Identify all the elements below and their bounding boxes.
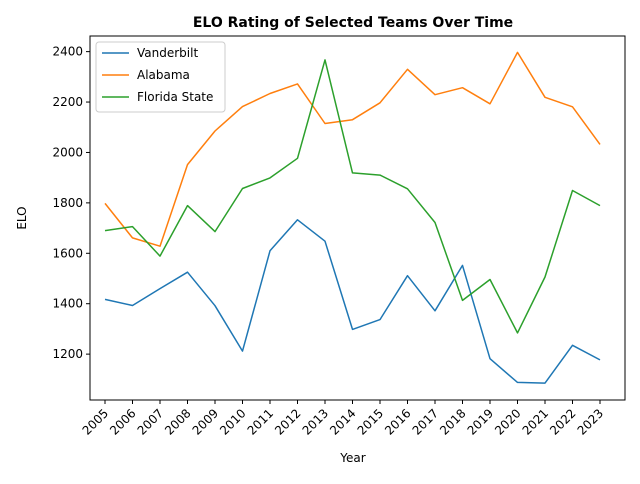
x-tick-label: 2014: [327, 406, 358, 437]
x-tick-label: 2012: [272, 406, 303, 437]
x-tick-label: 2022: [547, 406, 578, 437]
x-tick-label: 2015: [355, 406, 386, 437]
series-line-florida-state: [104, 59, 601, 334]
x-tick-label: 2023: [575, 406, 606, 437]
y-axis: 1200 1400 1600 1800 2000 2200 2400: [52, 45, 90, 361]
legend-label: Vanderbilt: [137, 46, 198, 60]
y-tick-label: 2400: [52, 45, 83, 59]
y-axis-label: ELO: [15, 206, 29, 229]
x-tick-label: 2008: [162, 406, 193, 437]
x-axis-label: Year: [339, 451, 365, 465]
chart-title: ELO Rating of Selected Teams Over Time: [193, 15, 513, 31]
legend-label: Alabama: [137, 68, 190, 82]
x-tick-label: 2009: [190, 406, 221, 437]
x-tick-label: 2007: [135, 406, 166, 437]
x-tick-label: 2018: [437, 406, 468, 437]
x-tick-label: 2017: [410, 406, 441, 437]
x-tick-label: 2021: [520, 406, 551, 437]
series-line-vanderbilt: [104, 219, 601, 384]
y-tick-label: 1400: [52, 297, 83, 311]
plot-area: [89, 35, 626, 401]
x-axis: 2005200620072008200920102011201220132014…: [80, 400, 606, 438]
y-tick-label: 1200: [52, 347, 83, 361]
series-line-alabama: [104, 51, 601, 247]
x-tick-label: 2011: [245, 406, 276, 437]
series-lines: [104, 51, 601, 384]
y-tick-label: 1600: [52, 246, 83, 260]
y-tick-label: 2000: [52, 145, 83, 159]
legend-label: Florida State: [137, 90, 213, 104]
x-tick-label: 2010: [217, 406, 248, 437]
x-tick-label: 2019: [465, 406, 496, 437]
x-tick-label: 2006: [107, 406, 138, 437]
x-tick-label: 2020: [492, 406, 523, 437]
x-tick-label: 2013: [300, 406, 331, 437]
x-tick-label: 2016: [382, 406, 413, 437]
legend: Vanderbilt Alabama Florida State: [95, 41, 226, 113]
y-tick-label: 1800: [52, 196, 83, 210]
x-tick-label: 2005: [80, 406, 111, 437]
y-tick-label: 2200: [52, 95, 83, 109]
legend-box: [95, 41, 226, 113]
